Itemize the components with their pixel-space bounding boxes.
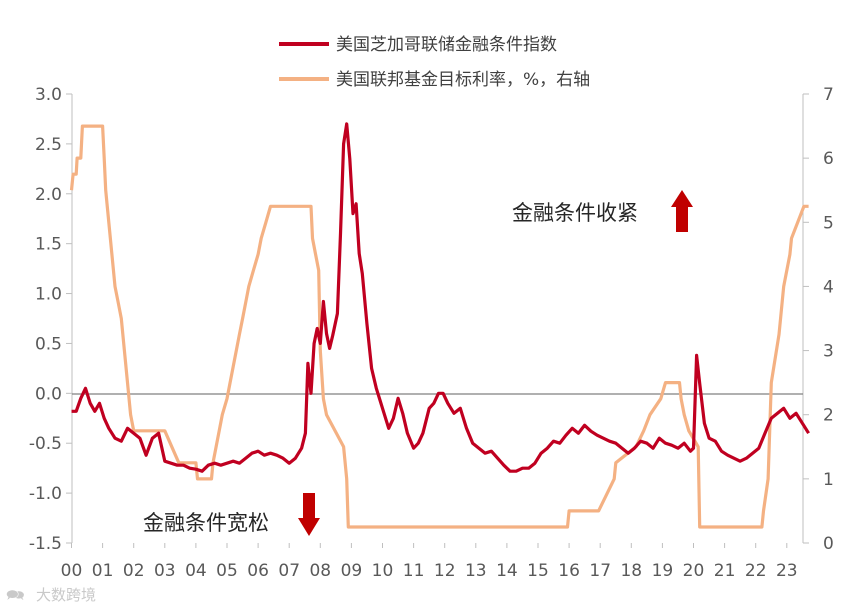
right-tick-label: 5: [823, 213, 834, 233]
left-tick-label: 0.5: [35, 334, 62, 354]
left-tick-label: 1.5: [35, 235, 62, 255]
right-tick-label: 0: [823, 534, 834, 554]
series-line-fed-funds-rate: [69, 124, 809, 529]
x-tick-label: 00: [61, 561, 83, 581]
left-tick-label: -0.5: [29, 434, 62, 454]
left-tick-label: 1.0: [35, 285, 62, 305]
x-axis-ticks: 00 01 02 03 04 05 06 07 08 09 10 11 12 13 14 15 16 17 18 19…: [61, 543, 798, 581]
x-tick-label: 08: [309, 561, 331, 581]
watermark: 🗪 大数跨境: [6, 586, 96, 604]
x-tick-label: 23: [776, 561, 798, 581]
annotation-easing: 金融条件宽松: [143, 493, 320, 536]
x-tick-label: 21: [714, 561, 736, 581]
left-axis-ticks: 3.0 2.5 2.0 1.5 1.0 0.5 0.0 -0.5 -1.0 -1.5: [29, 85, 72, 554]
axes: 3.0 2.5 2.0 1.5 1.0 0.5 0.0 -0.5 -1.0 -1.5 7 6 5 4 3 2…: [29, 85, 834, 581]
left-tick-label: 0.0: [35, 384, 62, 404]
left-tick-label: -1.5: [29, 534, 62, 554]
x-tick-label: 05: [216, 561, 238, 581]
legend: 美国芝加哥联储金融条件指数 美国联邦基金目标利率，%，右轴: [279, 35, 590, 90]
x-tick-label: 07: [278, 561, 300, 581]
x-tick-label: 19: [652, 561, 674, 581]
x-tick-label: 04: [185, 561, 207, 581]
x-tick-label: 22: [745, 561, 767, 581]
right-tick-label: 7: [823, 85, 834, 105]
x-tick-label: 12: [434, 561, 456, 581]
watermark-text: 大数跨境: [36, 586, 96, 604]
x-tick-label: 03: [154, 561, 176, 581]
x-tick-label: 18: [620, 561, 642, 581]
x-tick-label: 20: [683, 561, 705, 581]
x-tick-label: 15: [527, 561, 549, 581]
x-tick-label: 13: [465, 561, 487, 581]
x-tick-label: 11: [403, 561, 425, 581]
watermark-logo-icon: 🗪: [6, 586, 25, 604]
arrow-down-icon: [298, 493, 320, 536]
left-tick-label: -1.0: [29, 484, 62, 504]
x-tick-label: 01: [92, 561, 114, 581]
x-tick-label: 02: [123, 561, 145, 581]
x-tick-label: 10: [372, 561, 394, 581]
left-tick-label: 2.0: [35, 185, 62, 205]
right-tick-label: 6: [823, 149, 834, 169]
annotation-easing-text: 金融条件宽松: [143, 511, 269, 535]
right-tick-label: 4: [823, 277, 834, 297]
right-tick-label: 1: [823, 470, 834, 490]
left-tick-label: 3.0: [35, 85, 62, 105]
right-axis-ticks: 7 6 5 4 3 2 1 0: [803, 85, 834, 554]
x-tick-label: 06: [247, 561, 269, 581]
legend-label-fed-funds-rate: 美国联邦基金目标利率，%，右轴: [336, 70, 590, 90]
legend-label-chicago-fci: 美国芝加哥联储金融条件指数: [336, 35, 557, 55]
left-tick-label: 2.5: [35, 135, 62, 155]
arrow-up-icon: [671, 190, 693, 232]
annotation-tightening-text: 金融条件收紧: [512, 201, 638, 225]
x-tick-label: 17: [589, 561, 611, 581]
x-tick-label: 14: [496, 561, 518, 581]
right-tick-label: 2: [823, 406, 834, 426]
annotation-tightening: 金融条件收紧: [512, 190, 693, 232]
series-line-chicago-fci: [71, 122, 810, 473]
x-tick-label: 09: [341, 561, 363, 581]
right-tick-label: 3: [823, 342, 834, 362]
x-tick-label: 16: [558, 561, 580, 581]
